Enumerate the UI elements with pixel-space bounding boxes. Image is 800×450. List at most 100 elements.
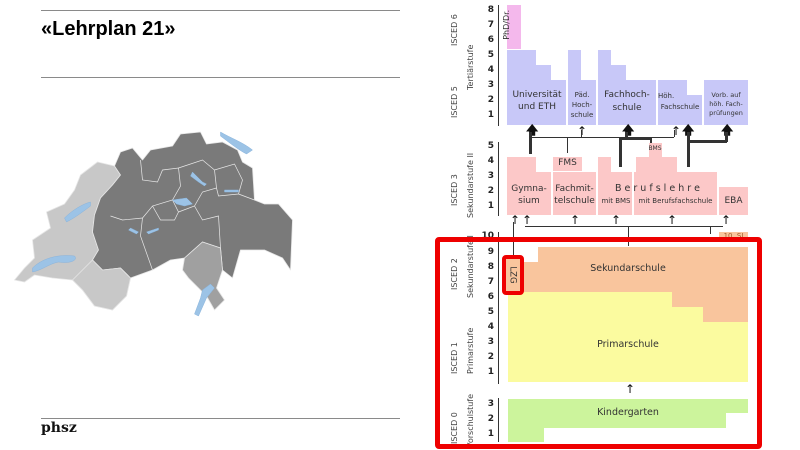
bms-label: BMS <box>648 145 662 152</box>
fh-block-step <box>626 80 656 125</box>
fms-block <box>553 157 582 171</box>
phd-label: PhD/Dr. <box>502 9 512 40</box>
lake-neuchatel <box>64 201 91 223</box>
tick: 1 <box>487 367 494 377</box>
isced3-label: ISCED 3 <box>450 174 459 206</box>
arrow-up-thin: ↑ <box>577 124 588 138</box>
ph-label-3: schule <box>570 111 594 119</box>
lake-lucerne <box>171 197 193 207</box>
tick: 6 <box>487 35 494 45</box>
sek-block-main <box>538 247 748 292</box>
lake-maggiore <box>194 283 215 317</box>
tenth-year-label: 10. SJ <box>723 232 744 240</box>
sek-block-step <box>672 292 748 307</box>
fh-block-step <box>611 65 626 125</box>
kindergarten-block-step <box>508 413 726 428</box>
lake-thun <box>128 227 159 235</box>
bfs-step <box>662 157 677 172</box>
connector <box>529 132 532 154</box>
hf-block-step <box>687 95 702 125</box>
tick: 7 <box>487 20 494 30</box>
tick: 8 <box>487 5 494 15</box>
tick: 4 <box>487 65 494 75</box>
title-underline <box>41 77 400 78</box>
tick: 3 <box>487 171 494 181</box>
fms-label: FMS <box>558 158 577 168</box>
eba-block <box>719 187 748 215</box>
connector <box>530 137 655 138</box>
berufslehre-label: B e r u f s l e h r e <box>614 183 701 194</box>
tick: 5 <box>487 50 494 60</box>
hf-label-2: Fachschule <box>660 103 700 111</box>
arrow-up-bold: 🡅 <box>526 123 539 137</box>
berufslehre-bms-block <box>598 157 611 215</box>
bms-block <box>649 143 662 172</box>
arrow-up-thin: ↑ <box>611 213 622 227</box>
connector <box>628 226 629 246</box>
arrow-up-thin: ↑ <box>671 124 682 138</box>
connector <box>655 137 674 138</box>
sek-block-step <box>703 307 748 322</box>
lzg-label: LZG <box>508 266 518 284</box>
secondary2-stage-label: Sekundarstufe II <box>466 152 475 218</box>
connector <box>674 130 675 137</box>
arrow-up-bold: 🡅 <box>622 123 635 137</box>
hf-label-1: Höh. <box>658 92 675 100</box>
ph-label-2: Hoch- <box>571 101 593 109</box>
tick: 10 <box>481 231 494 241</box>
eba-label: EBA <box>724 196 743 206</box>
preschool-stage-label: Vorschulstufe <box>466 393 475 448</box>
isced0-label: ISCED 0 <box>450 412 459 444</box>
fh-label-2: schule <box>612 103 642 113</box>
tick: 2 <box>487 186 494 196</box>
secondary1-stage-label: Sekundarstufe I <box>466 235 475 298</box>
tick: 5 <box>487 141 494 151</box>
vb-label-2: höh. Fach- <box>709 100 743 108</box>
footer-rule <box>41 418 400 419</box>
arrow-up-bold: 🡅 <box>721 123 734 137</box>
tick: 2 <box>487 414 494 424</box>
hf-block <box>658 80 687 125</box>
connector <box>581 130 582 137</box>
tick: 6 <box>487 292 494 302</box>
primary-block <box>508 292 672 382</box>
kindergarten-label: Kindergarten <box>597 407 659 418</box>
fmsch-label-2: telschule <box>554 196 595 206</box>
map-region-ticino <box>182 241 225 311</box>
tick: 4 <box>487 156 494 166</box>
tick: 1 <box>487 201 494 211</box>
ph-block <box>568 50 581 125</box>
lake-zurich <box>190 171 207 187</box>
tick: 4 <box>487 322 494 332</box>
connector <box>687 140 727 143</box>
arrow-up-thin: ↑ <box>667 213 678 227</box>
kindergarten-block <box>508 399 748 413</box>
lake-constance <box>220 131 253 155</box>
vb-label-3: prüfungen <box>709 109 743 117</box>
ph-block-step <box>581 80 596 125</box>
isced1-label: ISCED 1 <box>450 342 459 374</box>
axis-preschool <box>498 398 499 442</box>
lake-geneva <box>32 255 76 273</box>
bms-step <box>636 157 649 172</box>
map-region-valais <box>72 259 131 311</box>
vb-block <box>704 80 748 125</box>
fmsch-block <box>553 172 596 215</box>
tick: 5 <box>487 307 494 317</box>
uni-label-1: Universität <box>512 90 562 100</box>
axis-tertiary <box>498 5 499 126</box>
ph-label-1: Päd. <box>574 91 590 99</box>
uni-label-2: und ETH <box>518 102 556 112</box>
primary-stage-label: Primarstufe <box>466 327 475 374</box>
uni-block <box>507 50 536 125</box>
arrow-up-bold: 🡅 <box>682 123 695 137</box>
mit-bms-label: mit BMS <box>601 197 631 205</box>
top-rule <box>41 10 400 11</box>
arrow-up-thin: ↑ <box>522 213 533 227</box>
phd-block <box>507 5 521 49</box>
tick: 3 <box>487 399 494 409</box>
phsz-logo: phsz <box>41 420 77 436</box>
kindergarten-block-step <box>508 428 544 442</box>
sek-label: Sekundarschule <box>590 263 666 274</box>
tick: 3 <box>487 337 494 347</box>
